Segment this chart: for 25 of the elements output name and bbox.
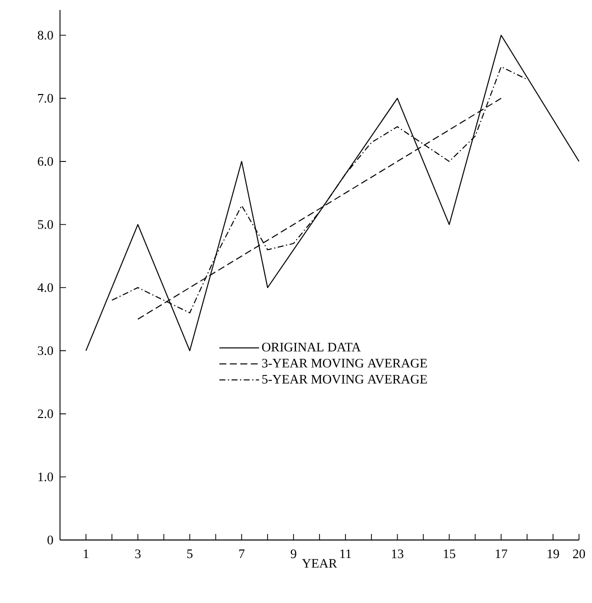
x-tick-label: 20 (573, 550, 585, 558)
x-tick-label: 13 (392, 549, 404, 558)
x-tick-label: 7 (239, 549, 245, 558)
legend-label: 5-YEAR MOVING AVERAGE (262, 374, 427, 384)
y-tick-label: 5.0 (38, 220, 53, 229)
y-tick-label: 8.0 (38, 30, 53, 40)
x-tick-label: 5 (187, 549, 192, 558)
x-axis-title: YEAR (302, 559, 338, 568)
x-tick-label: 17 (496, 550, 508, 558)
line-series (85, 34, 580, 352)
y-tick-label: 4.0 (38, 283, 53, 292)
y-tick-label: 1.0 (38, 472, 53, 482)
x-tick-label: 19 (548, 549, 559, 558)
x-tick-label: 1 (84, 550, 88, 558)
y-tick-label: 2.0 (38, 409, 53, 418)
y-tick-label: 0 (48, 536, 53, 544)
y-tick-label: 7.0 (38, 94, 53, 103)
legend-label: ORIGINAL DATA (262, 342, 361, 352)
x-tick-label: 9 (290, 549, 296, 558)
x-tick-label: 3 (135, 549, 141, 558)
legend-label: 3-YEAR MOVING AVERAGE (262, 358, 427, 368)
y-tick-label: 3.0 (38, 346, 53, 356)
x-tick-label: 11 (340, 550, 351, 558)
x-tick-label: 15 (444, 550, 456, 558)
y-tick-label: 6.0 (38, 157, 53, 166)
